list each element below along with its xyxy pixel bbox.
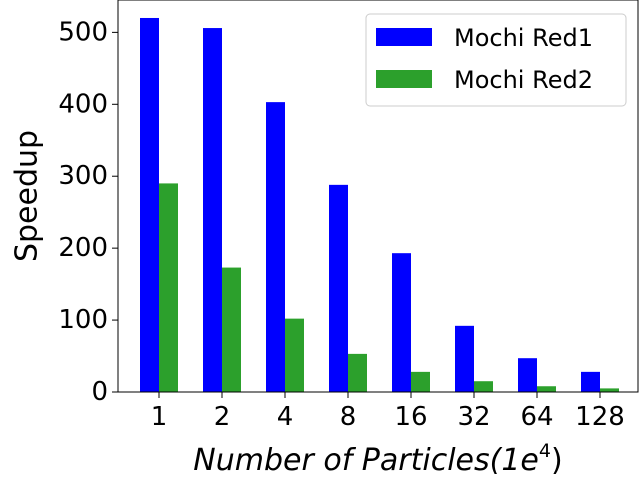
- bar-series2-2: [222, 267, 241, 392]
- legend-swatch-red2: [376, 70, 432, 88]
- y-tick-label-400: 400: [58, 89, 108, 119]
- x-axis: 1 2 4 8 16 32 64 128: [151, 392, 625, 432]
- x-tick-label-2: 2: [214, 402, 231, 432]
- bar-series1-64: [518, 358, 537, 392]
- bar-series2-32: [474, 381, 493, 392]
- bar-series1-1: [140, 17, 159, 392]
- bars-layer: [140, 17, 619, 393]
- y-tick-label-0: 0: [91, 377, 108, 407]
- y-tick-label-300: 300: [58, 161, 108, 191]
- bar-series2-8: [348, 353, 367, 392]
- x-tick-label-64: 64: [520, 402, 553, 432]
- x-tick-label-32: 32: [457, 402, 490, 432]
- bar-series1-2: [203, 28, 222, 392]
- bar-series2-16: [411, 371, 430, 392]
- y-axis: 0 100 200 300 400 500: [58, 17, 118, 407]
- plot-frame: [117, 0, 639, 393]
- bar-series1-8: [329, 184, 348, 392]
- legend-swatch-red1: [376, 28, 432, 46]
- legend: Mochi Red1 Mochi Red2: [365, 13, 627, 107]
- x-tick-label-4: 4: [277, 402, 294, 432]
- bar-series1-32: [455, 325, 474, 392]
- legend-label-red1: Mochi Red1: [454, 24, 593, 52]
- y-tick-label-100: 100: [58, 305, 108, 335]
- bar-series1-4: [266, 102, 285, 393]
- legend-label-red2: Mochi Red2: [454, 66, 593, 94]
- bar-series2-128: [600, 388, 619, 392]
- x-axis-label-suffix: ): [551, 443, 563, 478]
- bar-series2-64: [537, 386, 556, 392]
- y-tick-label-200: 200: [58, 233, 108, 263]
- x-axis-label: Number of Particles(1e4): [193, 440, 562, 478]
- bar-series1-128: [581, 371, 600, 392]
- bar-series2-1: [159, 183, 178, 392]
- y-tick-label-500: 500: [58, 17, 108, 47]
- x-axis-label-main: Number of Particles(1e: [193, 443, 539, 478]
- bar-series1-16: [392, 253, 411, 392]
- x-tick-label-8: 8: [340, 402, 357, 432]
- x-axis-label-exponent: 4: [539, 440, 551, 462]
- x-tick-label-1: 1: [151, 402, 168, 432]
- x-tick-label-128: 128: [575, 402, 625, 432]
- y-axis-label: Speedup: [10, 130, 45, 262]
- x-tick-label-16: 16: [394, 402, 427, 432]
- bar-series2-4: [285, 318, 304, 392]
